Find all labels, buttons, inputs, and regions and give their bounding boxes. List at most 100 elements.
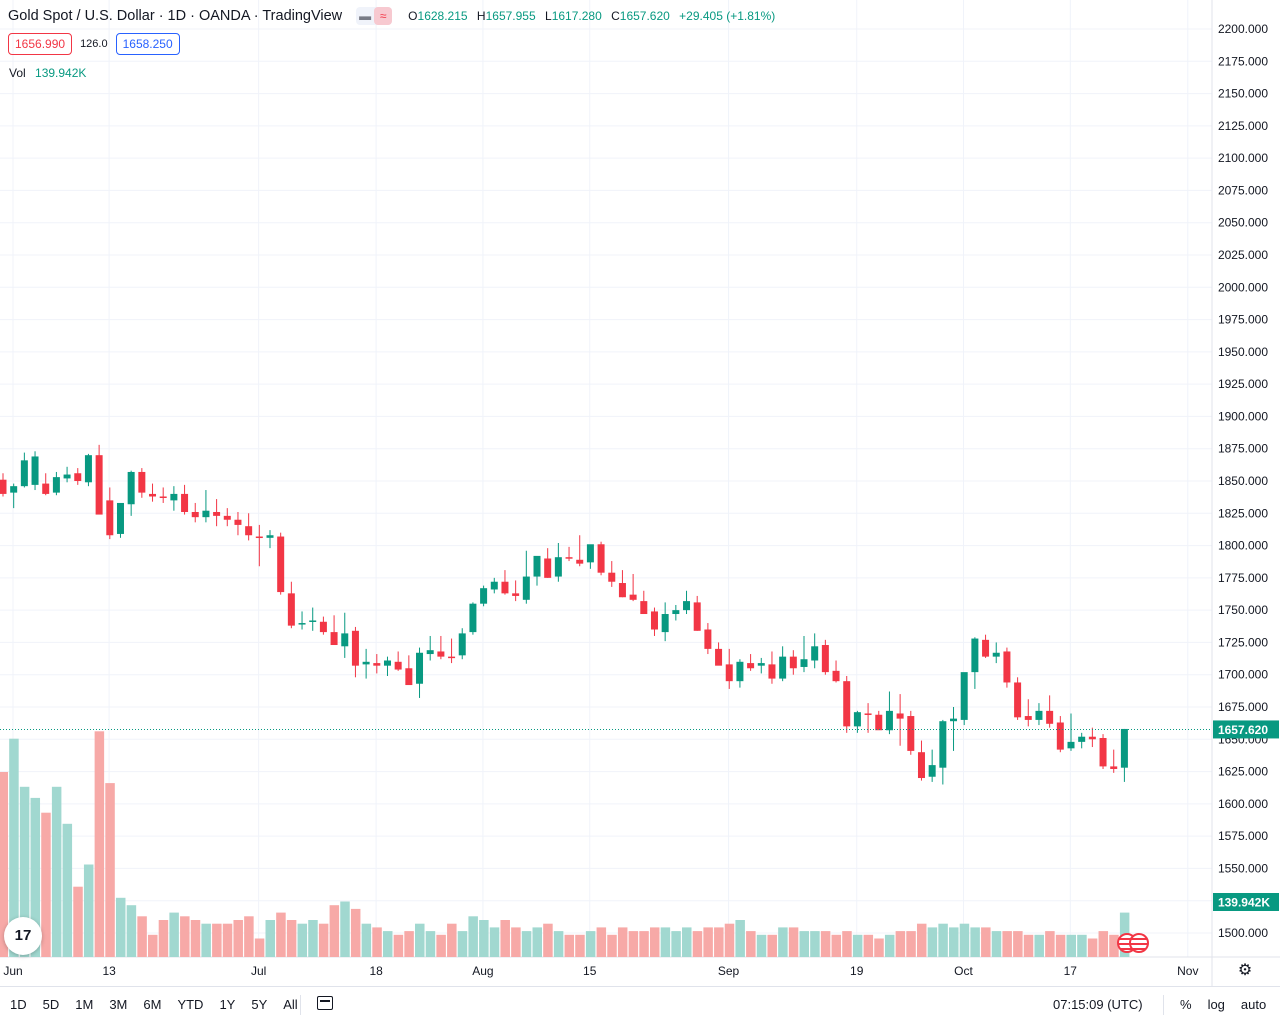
symbol-title[interactable]: Gold Spot / U.S. Dollar · 1D · OANDA · T… [8, 8, 343, 24]
candle-body[interactable] [181, 493, 189, 512]
sell-price-button[interactable]: 1656.990 [8, 33, 73, 55]
auto-toggle[interactable]: auto [1240, 997, 1267, 1012]
candle-body[interactable] [779, 656, 787, 679]
candle-body[interactable] [277, 536, 285, 593]
compare-wave-icon[interactable]: ≈ [374, 7, 393, 25]
candle-body[interactable] [1078, 736, 1086, 742]
buy-price-button[interactable]: 1658.250 [115, 33, 180, 55]
candle-body[interactable] [1088, 736, 1096, 740]
candle-body[interactable] [1046, 710, 1054, 724]
candle-body[interactable] [42, 483, 50, 494]
candle-body[interactable] [1056, 722, 1064, 750]
gear-icon[interactable]: ⚙ [1237, 962, 1253, 979]
us-flag-events-icon[interactable] [1117, 933, 1151, 953]
candle-body[interactable] [576, 559, 584, 564]
calendar-icon[interactable] [317, 996, 333, 1010]
candle-body[interactable] [202, 510, 210, 518]
candle-body[interactable] [234, 519, 242, 525]
candle-body[interactable] [138, 471, 146, 493]
candle-body[interactable] [469, 603, 477, 633]
candle-body[interactable] [405, 668, 413, 686]
candle-body[interactable] [1003, 651, 1011, 683]
candle-body[interactable] [52, 477, 60, 493]
candle-body[interactable] [1110, 766, 1118, 769]
candle-body[interactable] [266, 535, 274, 538]
candle-body[interactable] [287, 593, 295, 626]
candle-body[interactable] [330, 632, 338, 646]
candle-body[interactable] [1120, 728, 1128, 768]
candle-body[interactable] [811, 646, 819, 661]
log-toggle[interactable]: log [1207, 997, 1225, 1012]
candle-body[interactable] [896, 713, 904, 719]
candle-body[interactable] [426, 650, 434, 655]
candle-body[interactable] [683, 601, 691, 611]
candle-body[interactable] [832, 670, 840, 682]
candle-body[interactable] [373, 663, 381, 666]
candle-body[interactable] [63, 474, 71, 479]
tradingview-logo-icon[interactable]: 17 [4, 917, 42, 955]
candle-body[interactable] [416, 652, 424, 684]
candle-body[interactable] [789, 656, 797, 669]
indicator-toggle[interactable]: ▬ ≈ [356, 7, 393, 25]
candle-body[interactable] [319, 621, 327, 633]
range-5y[interactable]: 5Y [251, 997, 268, 1012]
candle-body[interactable] [170, 493, 178, 501]
candle-body[interactable] [693, 602, 701, 631]
candle-body[interactable] [704, 629, 712, 649]
candle-body[interactable] [885, 710, 893, 731]
candle-body[interactable] [821, 645, 829, 673]
candle-body[interactable] [213, 511, 221, 516]
range-3m[interactable]: 3M [109, 997, 128, 1012]
price-chart[interactable]: 2200.000 2175.000 2150.000 2125.000 2100.000… [0, 0, 1280, 986]
utc-clock[interactable]: 07:15:09 (UTC) [1053, 997, 1143, 1012]
hide-icon[interactable]: ▬ [359, 9, 372, 23]
candle-body[interactable] [960, 672, 968, 720]
candle-body[interactable] [650, 611, 658, 630]
candle-body[interactable] [618, 583, 626, 598]
candle-body[interactable] [715, 648, 723, 666]
range-6m[interactable]: 6M [143, 997, 162, 1012]
range-1m[interactable]: 1M [75, 997, 94, 1012]
candle-body[interactable] [917, 752, 925, 779]
candle-body[interactable] [522, 576, 530, 600]
candle-body[interactable] [127, 471, 135, 505]
candle-body[interactable] [928, 765, 936, 777]
candle-body[interactable] [982, 639, 990, 657]
candle-body[interactable] [950, 718, 958, 722]
candle-body[interactable] [448, 656, 456, 659]
candle-body[interactable] [437, 651, 445, 657]
candle-body[interactable] [992, 652, 1000, 657]
candle-body[interactable] [843, 681, 851, 727]
candle-body[interactable] [245, 526, 253, 536]
candle-body[interactable] [661, 614, 669, 633]
candle-body[interactable] [341, 633, 349, 647]
candle-body[interactable] [0, 479, 7, 494]
candle-body[interactable] [864, 713, 872, 715]
candle-body[interactable] [501, 581, 509, 594]
candle-body[interactable] [351, 630, 359, 666]
candle-body[interactable] [490, 581, 498, 590]
candle-body[interactable] [95, 455, 103, 515]
candle-body[interactable] [480, 588, 488, 604]
candle-body[interactable] [544, 558, 552, 578]
candle-body[interactable] [907, 716, 915, 751]
candle-body[interactable] [298, 623, 306, 625]
candle-body[interactable] [554, 557, 562, 577]
candle-body[interactable] [768, 664, 776, 679]
candle-body[interactable] [20, 460, 28, 487]
candle-body[interactable] [597, 544, 605, 573]
candle-body[interactable] [309, 620, 317, 622]
candle-body[interactable] [629, 594, 637, 600]
candle-body[interactable] [512, 593, 520, 596]
candle-body[interactable] [116, 502, 124, 534]
candle-body[interactable] [971, 638, 979, 673]
candle-body[interactable] [1067, 741, 1075, 749]
candle-body[interactable] [565, 557, 573, 559]
candle-body[interactable] [533, 555, 541, 577]
candle-body[interactable] [383, 660, 391, 666]
candle-body[interactable] [757, 663, 765, 666]
candle-body[interactable] [640, 601, 648, 615]
candle-body[interactable] [672, 610, 680, 615]
candle-body[interactable] [159, 496, 167, 498]
candle-body[interactable] [725, 664, 733, 682]
